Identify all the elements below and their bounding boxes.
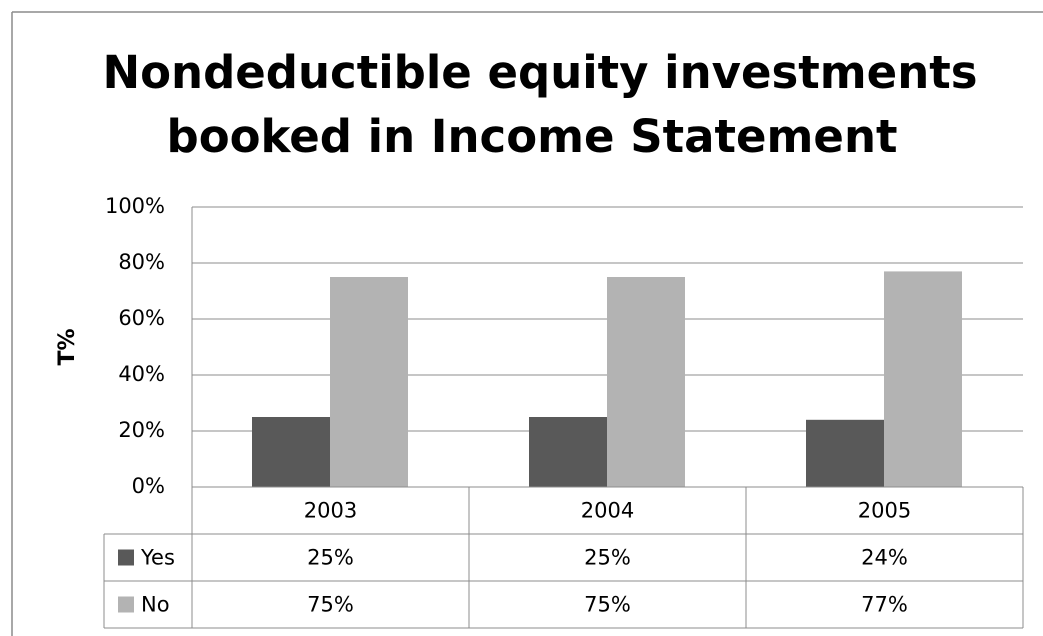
y-tick-label: 20% <box>118 418 165 442</box>
data-label: 77% <box>861 593 908 617</box>
chart-title: booked in Income Statement <box>166 110 897 163</box>
bar <box>529 417 607 487</box>
y-tick-label: 80% <box>118 250 165 274</box>
y-axis-label: T% <box>55 328 80 365</box>
data-label: 25% <box>307 546 354 570</box>
y-tick-label: 60% <box>118 306 165 330</box>
y-tick-label: 0% <box>132 474 165 498</box>
bar <box>884 271 962 487</box>
y-tick-label: 100% <box>105 194 165 218</box>
bar <box>607 277 685 487</box>
chart-title: Nondeductible equity investments <box>102 46 977 99</box>
x-tick-label: 2003 <box>304 499 357 523</box>
data-label: 75% <box>307 593 354 617</box>
legend-swatch <box>118 596 134 613</box>
bar <box>806 419 884 487</box>
legend-label: Yes <box>140 546 175 570</box>
y-tick-label: 40% <box>118 362 165 386</box>
data-label: 75% <box>584 593 631 617</box>
bar <box>252 417 330 487</box>
x-tick-label: 2005 <box>858 499 911 523</box>
legend-swatch <box>118 549 134 566</box>
bar <box>330 277 408 487</box>
legend-label: No <box>141 593 170 617</box>
data-label: 25% <box>584 546 631 570</box>
x-tick-label: 2004 <box>581 499 634 523</box>
data-label: 24% <box>861 546 908 570</box>
